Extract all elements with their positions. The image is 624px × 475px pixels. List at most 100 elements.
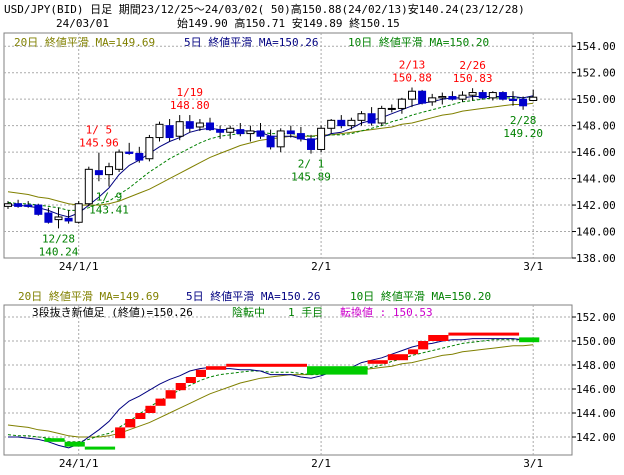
rising-brick: [185, 377, 196, 383]
candle-body: [145, 137, 154, 160]
bottom-y-tick-label: 146.00: [576, 383, 616, 396]
candle: [135, 146, 144, 163]
candle-body: [226, 127, 235, 133]
annotation-value: 148.80: [170, 99, 210, 112]
candle-body: [519, 98, 528, 107]
candle: [519, 96, 528, 110]
rising-brick: [155, 398, 166, 406]
candle-body: [236, 129, 245, 135]
top-x-tick-label: 24/1/1: [59, 260, 99, 273]
annotation-date: 1/19: [177, 86, 204, 99]
candle-body: [64, 217, 73, 222]
candle: [367, 107, 376, 126]
candle-body: [357, 113, 366, 121]
falling-brick: [64, 441, 85, 447]
candle: [488, 91, 497, 101]
candle-body: [14, 203, 23, 207]
bottom-legend-ma10: 10日 終値平滑 MA=150.20: [350, 289, 491, 303]
candle: [165, 119, 174, 142]
candle: [377, 105, 386, 126]
candle-body: [286, 130, 295, 135]
candle: [84, 166, 93, 207]
annotation-date: 2/28: [510, 114, 537, 127]
candle: [236, 123, 245, 137]
candle-body: [448, 96, 457, 100]
candle: [448, 91, 457, 101]
bottom-status-method: 3段抜き新値足 (終値)=150.26: [32, 305, 193, 319]
candle: [64, 210, 73, 224]
candle-body: [185, 121, 194, 129]
bottom-y-tick-label: 150.00: [576, 335, 616, 348]
candle: [296, 126, 305, 142]
candle-body: [24, 204, 33, 207]
annotation-date: 1/ 5: [86, 124, 113, 137]
candle-body: [529, 96, 538, 102]
bottom-legend-ma20: 20日 終値平滑 MA=149.69: [18, 289, 159, 303]
top-y-tick-label: 138.00: [576, 252, 616, 265]
candle: [105, 162, 113, 187]
bottom-x-tick-label: 24/1/1: [59, 457, 99, 470]
rising-brick: [448, 332, 520, 336]
candle-body: [387, 107, 396, 110]
top-y-tick-label: 144.00: [576, 173, 616, 186]
candle-body: [44, 212, 53, 223]
candle: [418, 89, 427, 105]
candle-body: [115, 151, 124, 170]
candle: [216, 125, 225, 139]
top-ma10-line: [7, 96, 534, 211]
candle: [246, 125, 255, 142]
candle-body: [84, 168, 93, 205]
candle-body: [175, 121, 184, 137]
top-y-tick-label: 140.00: [576, 226, 616, 239]
candle: [529, 89, 538, 102]
candle: [307, 134, 315, 154]
candle: [276, 128, 285, 153]
header-background: [0, 0, 624, 32]
bottom-legend-ma5: 5日 終値平滑 MA=150.26: [186, 289, 320, 303]
header-ohlc: 始149.90 高150.71 安149.89 終150.15: [177, 16, 400, 30]
candle: [195, 119, 204, 131]
top-x-axis: 24/1/1 2/1 3/1: [59, 260, 543, 273]
candle: [256, 123, 265, 139]
candle: [327, 119, 336, 134]
top-y-tick-label: 154.00: [576, 40, 616, 53]
annotation-date: 12/28: [42, 232, 75, 245]
candle: [34, 203, 43, 216]
candle-body: [377, 107, 386, 124]
rising-brick: [145, 405, 156, 413]
candle-body: [438, 96, 447, 99]
rising-brick: [367, 360, 388, 364]
rising-brick: [195, 369, 206, 377]
bottom-grid: [4, 305, 572, 455]
candle-body: [4, 203, 12, 207]
annotation-date: 2/26: [459, 59, 486, 72]
candle-body: [135, 152, 144, 161]
bottom-ma20-line: [7, 344, 534, 438]
bottom-y-tick-label: 152.00: [576, 311, 616, 324]
candle-body: [206, 122, 214, 131]
candle: [54, 207, 63, 229]
candle: [115, 149, 124, 172]
candle: [478, 89, 487, 100]
candle-body: [165, 125, 174, 139]
candle-body: [74, 203, 83, 223]
rising-brick: [175, 383, 186, 391]
candle: [458, 91, 467, 102]
candle-body: [327, 119, 336, 129]
candle: [74, 201, 83, 224]
falling-brick: [519, 337, 540, 343]
falling-brick: [307, 366, 368, 375]
candle: [509, 91, 517, 106]
candle-body: [337, 119, 346, 127]
rising-brick: [125, 419, 136, 428]
candle-body: [317, 127, 326, 150]
rising-brick: [165, 390, 176, 399]
bottom-plot-frame: [3, 304, 573, 456]
candle-body: [105, 166, 113, 176]
candle: [337, 115, 346, 129]
candles: [4, 87, 538, 229]
candle: [266, 129, 275, 150]
candle-body: [428, 97, 437, 103]
annotation-value: 150.83: [453, 72, 493, 85]
